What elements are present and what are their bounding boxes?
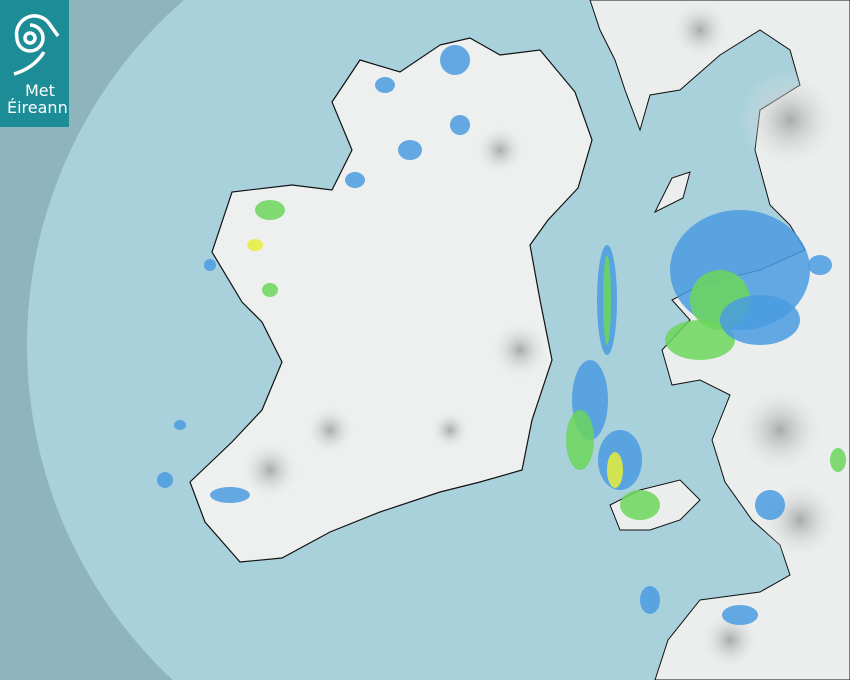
logo-text-met: Met xyxy=(25,81,55,100)
rain-echo xyxy=(830,448,846,472)
highland-shade xyxy=(475,125,525,175)
rain-echo xyxy=(375,77,395,93)
rain-echo xyxy=(566,410,594,470)
rain-echo xyxy=(722,605,758,625)
met-eireann-logo: Met Éireann xyxy=(0,0,69,127)
rain-echo xyxy=(440,45,470,75)
rain-radar-echoes xyxy=(157,45,846,625)
rain-echo xyxy=(398,140,422,160)
rain-echo xyxy=(174,420,186,430)
rain-echo xyxy=(247,239,263,251)
highland-shade xyxy=(670,0,730,60)
highland-shade xyxy=(740,70,840,170)
rain-echo xyxy=(450,115,470,135)
highland-shade xyxy=(490,320,550,380)
rain-echo xyxy=(157,472,173,488)
rain-echo xyxy=(210,487,250,503)
rain-echo xyxy=(720,295,800,345)
rain-echo xyxy=(603,255,611,345)
rain-echo xyxy=(204,259,216,271)
rain-echo xyxy=(808,255,832,275)
rain-echo xyxy=(755,490,785,520)
highland-shade xyxy=(430,410,470,450)
terrain-shading xyxy=(240,0,840,670)
rain-echo xyxy=(255,200,285,220)
rain-echo xyxy=(262,283,278,297)
highland-shade xyxy=(735,385,825,475)
rain-echo xyxy=(665,320,735,360)
rain-echo xyxy=(620,490,660,520)
isle-of-man xyxy=(653,171,691,214)
spiral-logo-icon xyxy=(13,14,60,76)
rain-echo xyxy=(607,452,623,488)
highland-shade xyxy=(700,610,760,670)
logo-text-eireann: Éireann xyxy=(7,98,68,117)
highland-shade xyxy=(240,440,300,500)
rain-echo xyxy=(345,172,365,188)
rain-echo xyxy=(640,586,660,614)
highland-shade xyxy=(305,405,355,455)
